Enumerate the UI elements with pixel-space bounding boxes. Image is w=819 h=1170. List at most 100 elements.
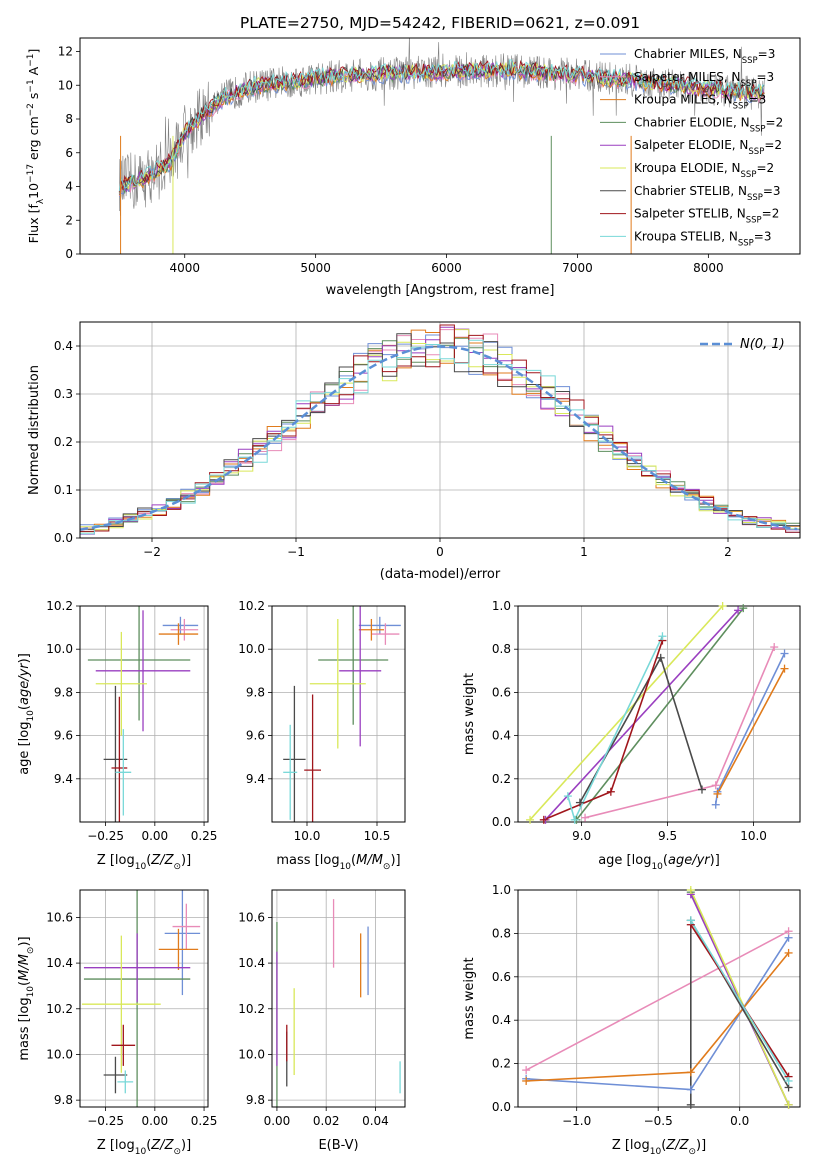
- x-tick-label: 0: [436, 545, 444, 559]
- x-tick-label: 2: [724, 545, 732, 559]
- y-tick-label: 0.4: [492, 729, 511, 743]
- x-tick-label: 10.0: [294, 829, 321, 843]
- errpanel-ylabel: age [log10(age/yr)]: [17, 653, 36, 775]
- plot-area: [276, 899, 401, 1107]
- legend-entry-main: Salpeter MILES, N: [634, 70, 741, 84]
- legend-entry: N(0, 1): [740, 337, 785, 352]
- y-tick-label: 10.0: [46, 1047, 73, 1061]
- x-tick-label: 0.00: [264, 1114, 291, 1128]
- plot-area: [529, 606, 786, 822]
- residual-ylabel: Normed distribution: [27, 365, 42, 495]
- errpanel-ylabel: mass [log10(M/M⊙)]: [17, 936, 36, 1060]
- y-tick-label: 10.2: [46, 599, 73, 613]
- weight-xlabel: Z [log10(Z/Z⊙)]: [612, 1138, 706, 1157]
- legend-entry-sub: SSP: [746, 216, 762, 226]
- legend-entry-post: =2: [762, 207, 780, 221]
- axes-spectrum: 4000 5000 6000 7000 8000 0 2 4 6 8 10 12: [58, 37, 801, 275]
- y-tick-label: 10.0: [46, 642, 73, 656]
- plot-layer: 4000 5000 6000 7000 8000024681012wavelength …: [17, 37, 801, 1157]
- label-part: Z [log: [612, 1138, 650, 1153]
- axes-age_vs_mass: 10.0 10.5 9.4 9.6 9.8 10.0 10.2: [238, 599, 406, 843]
- y-tick-label: 0.2: [492, 772, 511, 786]
- label-part: 10: [135, 1147, 147, 1157]
- x-tick-label: 0.02: [313, 1114, 340, 1128]
- axes-mass_weight_vs_age: 9.0 9.5 10.0 0.0 0.2 0.4 0.6 0.8 1.0: [492, 599, 801, 843]
- residual-xlabel: (data-model)/error: [380, 567, 501, 582]
- x-tick-label: −0.25: [87, 829, 124, 843]
- weight-xlabel: age [log10(age/yr)]: [598, 853, 720, 872]
- label-part: Z/Z: [150, 853, 174, 868]
- label-part: A: [26, 66, 41, 79]
- y-tick-label: 0.0: [492, 815, 511, 829]
- weight-line: [575, 607, 744, 821]
- y-tick-label: 10.2: [46, 1002, 73, 1016]
- x-tick-label: −0.25: [87, 1114, 124, 1128]
- y-tick-label: 0.3: [54, 387, 73, 401]
- label-part: age [log: [598, 853, 651, 868]
- legend-entry-main: Kroupa MILES, N: [634, 93, 733, 107]
- y-tick-label: 0.8: [492, 926, 511, 940]
- weight-line: [716, 668, 786, 795]
- legend-entry-post: =3: [763, 184, 781, 198]
- legend-entry-main: Chabrier MILES, N: [634, 47, 742, 61]
- y-tick-label: 0.4: [54, 339, 73, 353]
- label-part: M/M: [17, 954, 32, 981]
- figure-title: PLATE=2750, MJD=54242, FIBERID=0621, z=0…: [240, 14, 640, 32]
- axes-residuals: −2 −1 0 1 2 0.0 0.1 0.2 0.3 0.4: [54, 321, 801, 559]
- label-part: (: [146, 853, 151, 868]
- label-part: )]: [710, 853, 720, 868]
- y-tick-label: 6: [65, 146, 73, 160]
- y-tick-label: 9.6: [246, 729, 265, 743]
- x-tick-label: 9.0: [572, 829, 591, 843]
- label-part: age/yr: [17, 662, 32, 705]
- weight-ylabel: mass weight: [462, 957, 477, 1039]
- legend-entry-post: =3: [749, 93, 767, 107]
- legend-entry-post: =2: [764, 138, 782, 152]
- legend-entry-main: Kroupa STELIB, N: [634, 229, 738, 243]
- axes-frame: [271, 605, 406, 823]
- label-part: Flux [f: [26, 204, 41, 244]
- label-part: age/yr: [668, 853, 711, 868]
- weight-ylabel: mass weight: [462, 673, 477, 755]
- label-part: M/M: [356, 853, 383, 868]
- legend-entry-main: Salpeter ELODIE, N: [634, 138, 748, 152]
- y-tick-label: 9.4: [54, 772, 73, 786]
- y-tick-label: 10.2: [238, 599, 265, 613]
- x-tick-label: −0.5: [644, 1114, 673, 1128]
- axes-age_vs_Z: −0.25 0.00 0.25 9.4 9.6 9.8 10.0 10.2: [46, 599, 217, 843]
- y-tick-label: 10.6: [238, 910, 265, 924]
- legend-entry-sub: SSP: [750, 124, 766, 134]
- label-part: ]: [26, 49, 41, 54]
- spectrum-ylabel: Flux [fλ10−17 erg cm−2 s−1 A−1]: [26, 49, 46, 244]
- axes-frame: [517, 889, 801, 1108]
- label-part: )]: [696, 1138, 706, 1153]
- axes-frame: [79, 37, 801, 255]
- y-tick-label: 1.0: [492, 883, 511, 897]
- weight-line: [525, 930, 789, 1071]
- x-tick-label: 5000: [300, 261, 331, 275]
- label-part: −17: [26, 164, 36, 183]
- plot-area: [87, 606, 199, 822]
- x-tick-label: 10.0: [740, 829, 767, 843]
- legend-entry-sub: SSP: [747, 193, 763, 203]
- legend-entry-post: =3: [754, 229, 772, 243]
- y-tick-label: 0.2: [492, 1057, 511, 1071]
- label-part: 10: [26, 986, 36, 998]
- y-tick-label: 0.6: [492, 970, 511, 984]
- y-tick-label: 10.0: [238, 1047, 265, 1061]
- axes-frame: [79, 889, 209, 1108]
- spectrum-xlabel: wavelength [Angstrom, rest frame]: [326, 283, 555, 298]
- y-tick-label: 10.4: [238, 956, 265, 970]
- label-part: s: [26, 93, 41, 104]
- axes-mass_weight_vs_Z: −1.0 −0.5 0.0 0.0 0.2 0.4 0.6 0.8 1.0: [492, 883, 801, 1128]
- y-tick-label: 0.0: [54, 531, 73, 545]
- label-part: )]: [390, 853, 400, 868]
- x-tick-label: 9.5: [658, 829, 677, 843]
- plot-area: [283, 606, 401, 822]
- x-tick-label: −2: [143, 545, 161, 559]
- y-tick-label: 0.4: [492, 1013, 511, 1027]
- legend-entry-sub: SSP: [738, 238, 754, 248]
- legend-entry-post: =3: [758, 47, 776, 61]
- x-tick-label: 10.5: [364, 829, 391, 843]
